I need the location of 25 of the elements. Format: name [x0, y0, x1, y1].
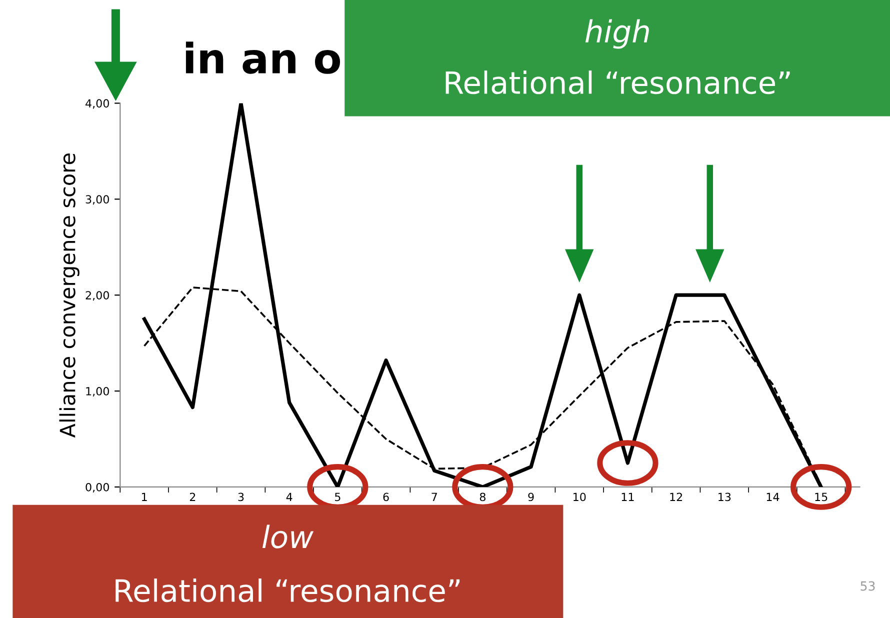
chart-title: in an o: [186, 42, 340, 74]
text: low Relational “resonance”: [116, 524, 460, 602]
x-tick-label: 10: [574, 492, 586, 502]
y-tick-label: 1,00: [86, 387, 109, 397]
text: high Relational “resonance”: [446, 19, 790, 94]
x-tick-label: 14: [766, 492, 780, 501]
x-tick-label: 11: [622, 492, 634, 501]
x-tick-label: 5: [335, 492, 340, 502]
x-tick-label: 8: [480, 492, 486, 502]
x-tick-label: 1: [142, 492, 147, 501]
x-tick-label: 13: [718, 492, 731, 502]
y-tick-label: 3,00: [86, 195, 109, 205]
x-tick-label: 2: [190, 492, 196, 501]
x-tick-label: 12: [670, 492, 682, 501]
y-tick-label: 4,00: [86, 99, 109, 109]
x-tick-label: 7: [432, 492, 437, 501]
x-tick-label: 15: [815, 492, 828, 502]
text: 53: [860, 581, 875, 591]
y-tick-label: 2,00: [86, 291, 109, 301]
x-tick-label: 9: [528, 492, 534, 502]
x-tick-label: 6: [383, 492, 389, 502]
y-tick-label: 0,00: [86, 482, 109, 492]
x-tick-label: 3: [238, 492, 244, 502]
x-tick-label: 4: [286, 492, 292, 501]
y-axis-title: Alliance convergence score: [59, 154, 80, 438]
